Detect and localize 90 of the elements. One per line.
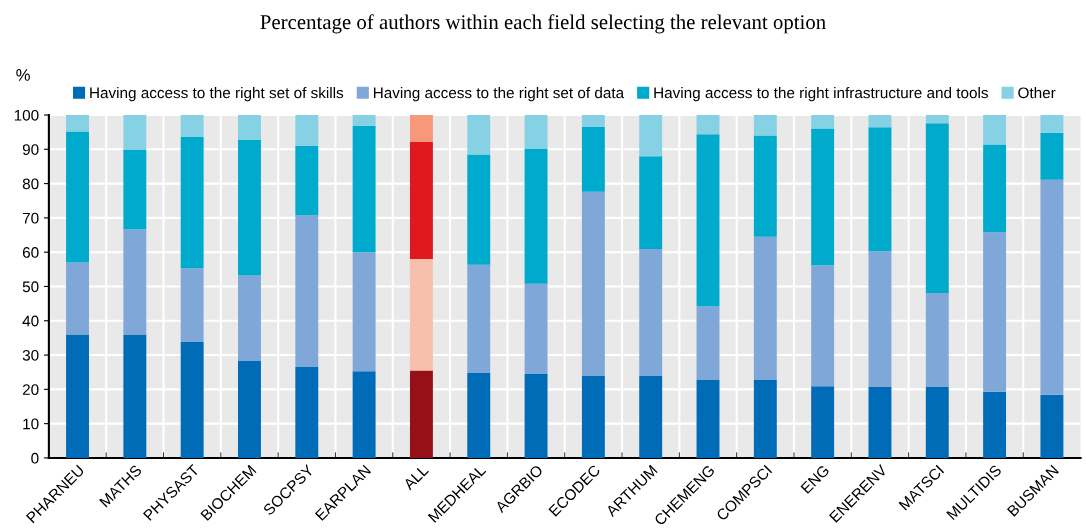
bar bbox=[925, 115, 949, 124]
bar bbox=[66, 334, 89, 458]
bar bbox=[868, 386, 892, 458]
bar bbox=[581, 127, 605, 192]
bar bbox=[581, 115, 605, 128]
bar bbox=[524, 373, 548, 458]
bar bbox=[868, 115, 892, 128]
bar bbox=[925, 292, 949, 387]
bar bbox=[352, 371, 376, 458]
legend-label: Having access to the right set of skills bbox=[90, 87, 344, 102]
bar bbox=[983, 144, 1007, 233]
chart-title: Percentage of authors within each field selecting the relevant option bbox=[260, 14, 826, 34]
bar bbox=[352, 252, 376, 372]
bar bbox=[983, 115, 1007, 145]
y-tick-label: 100 bbox=[14, 109, 39, 121]
bar bbox=[753, 115, 777, 136]
bar bbox=[524, 148, 548, 284]
bar bbox=[409, 370, 433, 458]
bar bbox=[295, 215, 319, 368]
bar bbox=[409, 115, 433, 143]
bar bbox=[868, 251, 892, 387]
bar bbox=[1040, 394, 1064, 458]
y-tick-label: 60 bbox=[22, 247, 39, 258]
legend-label: Having access to the right set of data bbox=[373, 87, 625, 102]
bar bbox=[66, 115, 89, 132]
bar bbox=[352, 115, 376, 126]
bar bbox=[295, 145, 319, 216]
y-tick-label: 0 bbox=[31, 452, 39, 464]
bar bbox=[409, 142, 433, 260]
bar bbox=[983, 391, 1007, 458]
bar bbox=[123, 149, 147, 230]
bar bbox=[868, 127, 892, 252]
y-tick-label: 20 bbox=[22, 384, 39, 396]
bar bbox=[581, 191, 605, 376]
y-tick-label: 90 bbox=[22, 144, 39, 155]
bar bbox=[811, 115, 835, 129]
bar bbox=[639, 115, 663, 157]
bar bbox=[1040, 132, 1064, 180]
bar bbox=[581, 375, 605, 458]
bar bbox=[123, 229, 147, 335]
bar bbox=[238, 275, 261, 361]
bar bbox=[352, 125, 376, 253]
bar bbox=[983, 232, 1007, 392]
bar bbox=[639, 375, 663, 458]
bar bbox=[180, 342, 204, 458]
bar bbox=[180, 136, 204, 269]
bar bbox=[925, 386, 949, 458]
bar bbox=[409, 259, 433, 371]
bar bbox=[180, 268, 204, 343]
bar bbox=[1040, 115, 1064, 133]
x-tick-label: ALL bbox=[402, 464, 429, 491]
bar bbox=[639, 156, 663, 250]
bar bbox=[180, 115, 204, 137]
bar bbox=[295, 367, 319, 458]
y-axis-title: % bbox=[16, 69, 30, 81]
bar bbox=[467, 154, 491, 265]
y-tick-label: 50 bbox=[22, 281, 39, 293]
bar bbox=[295, 115, 319, 146]
y-tick-label: 70 bbox=[22, 212, 39, 224]
bar bbox=[753, 135, 777, 237]
bar bbox=[925, 123, 949, 293]
bar bbox=[753, 380, 777, 458]
bar bbox=[467, 264, 491, 373]
bar bbox=[238, 115, 261, 141]
bar bbox=[696, 380, 720, 458]
bar bbox=[123, 115, 147, 150]
bar bbox=[811, 386, 835, 458]
bar bbox=[524, 115, 548, 149]
bar bbox=[467, 372, 491, 458]
bar bbox=[1040, 179, 1064, 395]
bar bbox=[696, 134, 720, 307]
bar bbox=[753, 236, 777, 381]
bar bbox=[811, 128, 835, 266]
bar bbox=[66, 131, 89, 263]
bar bbox=[639, 249, 663, 376]
bar bbox=[123, 334, 147, 458]
bar bbox=[524, 283, 548, 374]
bar bbox=[696, 115, 720, 135]
bar bbox=[238, 360, 261, 458]
legend-label: Having access to the right infrastructure and tools bbox=[654, 87, 988, 102]
y-tick-label: 40 bbox=[22, 315, 39, 327]
bar bbox=[696, 306, 720, 381]
bar bbox=[66, 262, 89, 335]
bar bbox=[467, 115, 491, 155]
legend-label: Other bbox=[1018, 87, 1056, 99]
y-tick-label: 10 bbox=[23, 418, 39, 430]
bar bbox=[238, 140, 261, 276]
y-tick-label: 30 bbox=[22, 349, 39, 361]
bar bbox=[811, 265, 835, 387]
y-tick-label: 80 bbox=[22, 178, 39, 190]
